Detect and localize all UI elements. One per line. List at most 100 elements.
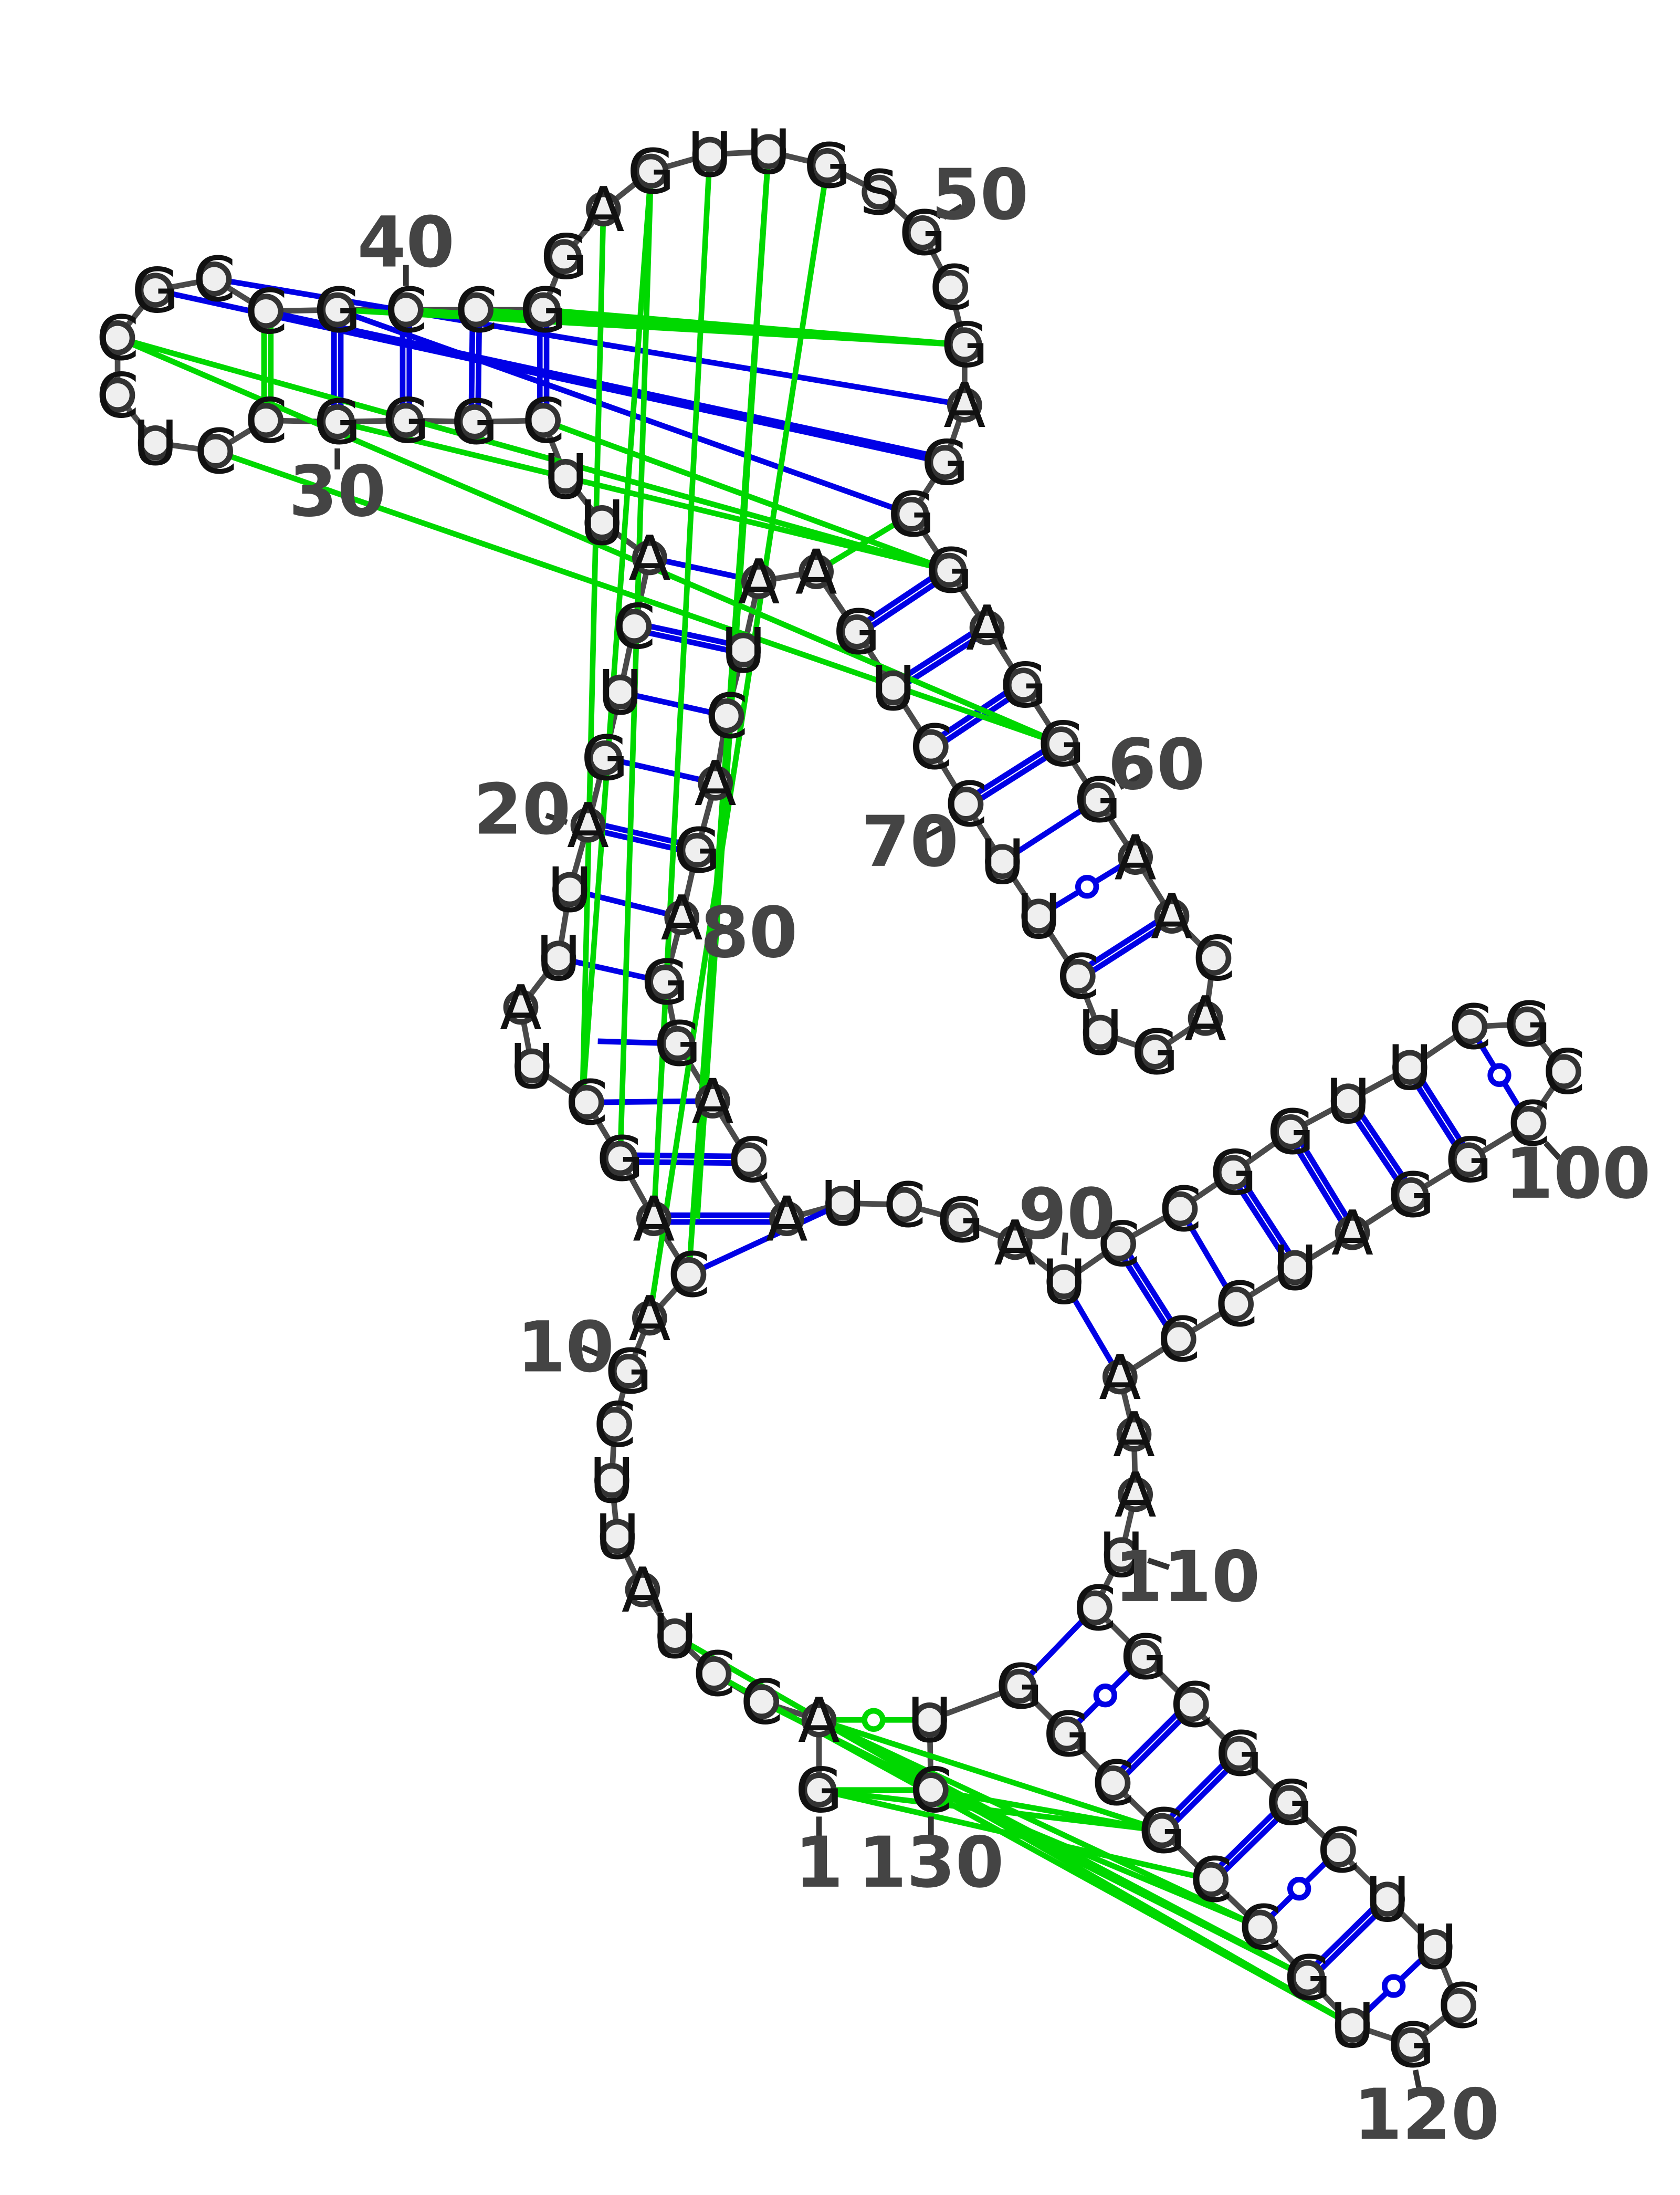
pseudoknot-pair-line <box>814 511 913 574</box>
nucleotide-circle <box>1101 1226 1136 1261</box>
nucleotide-letter: C <box>1437 1970 1480 2042</box>
nucleotide-circle <box>1095 1765 1131 1801</box>
nucleotide-letter: U <box>721 615 766 687</box>
nucleotide-circle <box>526 292 561 328</box>
nucleotide: G <box>1504 989 1551 1061</box>
nucleotide-letter: G <box>888 479 936 551</box>
nucleotide: U <box>1330 1990 1375 2062</box>
position-label: 120 <box>1353 2074 1499 2156</box>
nucleotide-circle <box>569 1084 604 1120</box>
nucleotide-circle <box>839 614 875 650</box>
nucleotide: A <box>738 546 780 618</box>
nucleotide-circle <box>985 844 1020 879</box>
nucleotide: G <box>313 386 361 458</box>
nucleotide-circle <box>1144 1813 1180 1848</box>
gu-pair-dot <box>1287 1877 1311 1901</box>
nucleotide-circle <box>1441 1988 1476 2023</box>
nucleotide-circle <box>1509 1006 1545 1042</box>
nucleotide: C <box>565 1067 608 1139</box>
nucleotide-letter: U <box>1042 1247 1087 1319</box>
position-label: 110 <box>1114 1537 1260 1618</box>
nucleotide: A <box>1099 1342 1141 1414</box>
nucleotide-letter: G <box>674 815 721 887</box>
nucleotide: C <box>1542 1037 1586 1109</box>
pseudoknot-gu-dot <box>862 1708 886 1732</box>
nucleotide-circle <box>914 1772 949 1807</box>
nucleotide: U <box>1387 1032 1432 1104</box>
nucleotide-circle <box>584 505 620 540</box>
nucleotide-circle <box>1161 1321 1196 1357</box>
nucleotide-letter: U <box>1273 1232 1318 1304</box>
nucleotide-circle <box>698 766 733 801</box>
nucleotide-circle <box>632 540 667 576</box>
nucleotide-letter: U <box>543 441 588 513</box>
nucleotide: G <box>382 385 430 457</box>
nucleotide-letter: C <box>1448 991 1492 1063</box>
base-pair-line <box>1418 1077 1466 1147</box>
nucleotide: G <box>641 947 689 1019</box>
nucleotide: U <box>597 657 643 729</box>
nucleotide: C <box>1097 1209 1140 1281</box>
nucleotide-letter: U <box>595 1501 640 1573</box>
pseudoknot-pair-line <box>930 1787 1163 1834</box>
base-pair-line <box>975 747 1048 796</box>
nucleotide-circle <box>751 134 786 169</box>
nucleotide-circle <box>876 670 911 706</box>
nucleotide-letter: A <box>994 1207 1036 1279</box>
nucleotide: G <box>674 815 721 887</box>
nucleotide-circle <box>248 294 284 329</box>
nucleotide: G <box>654 1008 701 1080</box>
nucleotide-letter: G <box>937 1185 984 1257</box>
nucleotide-circle <box>1393 1177 1429 1213</box>
nucleotide-circle <box>138 273 173 308</box>
nucleotide: A <box>1115 1459 1157 1531</box>
nucleotide-circle <box>943 1202 978 1238</box>
nucleotide-letter: A <box>943 370 985 442</box>
nucleotide-letter: G <box>519 275 567 347</box>
base-pair-line <box>1217 1809 1278 1869</box>
nucleotide-circle <box>570 808 606 843</box>
base-pair-line <box>475 325 482 407</box>
nucleotide-circle <box>887 1187 922 1222</box>
nucleotide-letter: U <box>980 827 1025 898</box>
nucleotide-letter: G <box>654 1008 701 1080</box>
nucleotide-circle <box>969 610 1005 645</box>
nucleotide-circle <box>679 833 715 868</box>
numbering-tick <box>707 920 729 932</box>
nucleotide-letter: C <box>1542 1037 1586 1109</box>
nucleotide: G <box>1131 1017 1179 1089</box>
nucleotide-circle <box>320 292 355 328</box>
nucleotide: U <box>536 923 581 995</box>
nucleotide-letter: G <box>1215 1718 1263 1790</box>
base-pair-line <box>1236 1185 1286 1258</box>
nucleotide-letter: G <box>627 136 675 208</box>
nucleotide-letter: C <box>1097 1209 1140 1281</box>
gu-pair-dot <box>1075 875 1099 899</box>
nucleotide-letter: U <box>870 653 916 725</box>
nucleotide: C <box>1437 1970 1480 2042</box>
nucleotide-letter: S <box>859 157 898 229</box>
nucleotide-circle <box>1392 1050 1427 1085</box>
nucleotide: A <box>1151 881 1193 953</box>
nucleotide: U <box>820 1168 865 1240</box>
nucleotide-letter: A <box>1115 1459 1157 1531</box>
nucleotide-letter: C <box>705 681 748 752</box>
nucleotide: G <box>451 386 499 458</box>
nucleotide: C <box>705 681 748 752</box>
nucleotide: G <box>596 1123 644 1195</box>
nucleotide-letter: G <box>804 130 852 202</box>
nucleotide: A <box>567 790 609 862</box>
nucleotide-letter: G <box>451 386 499 458</box>
nucleotide: U <box>580 487 625 559</box>
nucleotide: C <box>384 275 427 347</box>
nucleotide: G <box>888 479 936 551</box>
nucleotide: C <box>692 1638 736 1710</box>
nucleotide-letter: U <box>580 487 625 559</box>
nucleotide-circle <box>801 1772 837 1807</box>
nucleotide: G <box>1445 1125 1493 1197</box>
nucleotide: G <box>995 1651 1043 1723</box>
nucleotide: U <box>1016 881 1062 953</box>
nucleotide-letter: C <box>1157 1304 1200 1376</box>
base-pair-line <box>1413 1080 1460 1151</box>
